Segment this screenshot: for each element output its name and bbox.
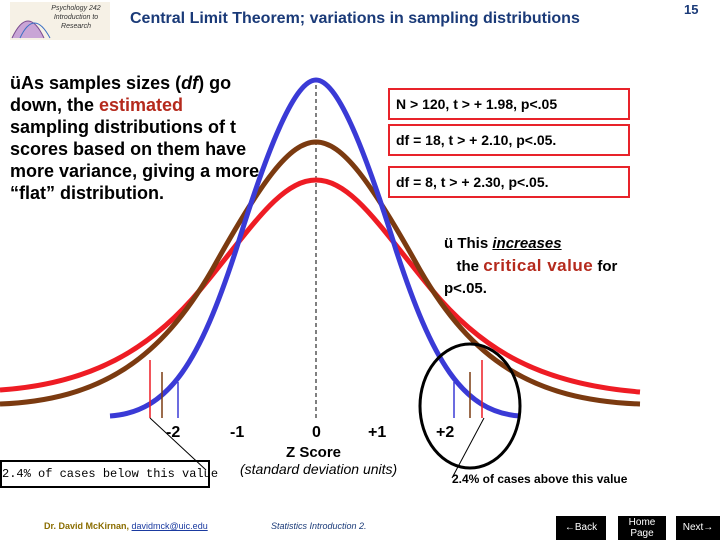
above-tail-label: 2.4% of cases above this value (452, 472, 628, 486)
footer-title: Statistics Introduction 2. (271, 521, 367, 531)
back-button[interactable]: ←Back (556, 516, 606, 540)
next-button[interactable]: Next→ (676, 516, 720, 540)
z-label-minus1: -1 (230, 424, 245, 441)
course-logo-text: Psychology 242 Introduction to Research (51, 5, 101, 30)
arrow-left-icon: ← (564, 522, 575, 533)
box-n120: N > 120, t > + 1.98, p<.05 (388, 88, 630, 120)
z-label-plus2: +2 (436, 424, 455, 441)
main-explanation: üAs samples sizes (df) go down, the esti… (10, 73, 260, 203)
check-icon: ü (444, 235, 454, 252)
tail-highlight-circle (418, 342, 522, 470)
critical-value-note: ü This increases the critical value for … (444, 235, 618, 297)
box-df18: df = 18, t > + 2.10, p<.05. (388, 124, 630, 156)
slide-title: Central Limit Theorem; variations in sam… (130, 10, 580, 27)
check-icon: ü (10, 73, 21, 93)
author-email-link[interactable]: davidmck@uic.edu (131, 521, 208, 531)
df18-curve (0, 139, 641, 407)
df8-curve (0, 177, 641, 395)
axis-subtitle: (standard deviation units) (240, 461, 398, 477)
z-label-0: 0 (312, 424, 321, 441)
box-df8: df = 8, t > + 2.30, p<.05. (388, 166, 630, 198)
estimated-word: estimated (99, 95, 184, 115)
arrow-right-icon: → (703, 522, 714, 533)
z-label-plus1: +1 (368, 424, 387, 441)
normal-curve (109, 77, 521, 419)
below-tail-label: 2.4% of cases below this value (0, 460, 218, 488)
course-logo (10, 2, 110, 40)
axis-title: Z Score (286, 444, 342, 461)
z-label-minus2: -2 (166, 424, 181, 441)
slide-number: 15 (684, 2, 699, 17)
author-credit: Dr. David McKirnan, davidmck@uic.edu (44, 521, 208, 531)
home-button[interactable]: Home Page (618, 516, 666, 540)
